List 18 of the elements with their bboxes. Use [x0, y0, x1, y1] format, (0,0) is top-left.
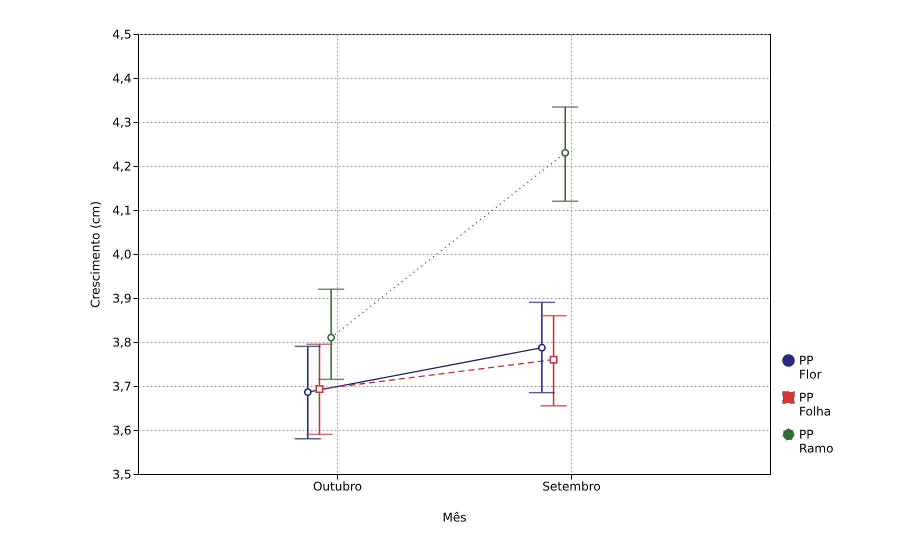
- y-tick-label: 4,2: [112, 160, 132, 174]
- y-tick-label: 4,0: [112, 248, 132, 262]
- y-tick-label: 4,1: [112, 204, 132, 218]
- y-tick-label: 4,5: [112, 28, 132, 42]
- legend-label: PP Flor: [799, 354, 822, 382]
- y-axis-title: Crescimento (cm): [88, 201, 102, 308]
- x-tick-label: Outubro: [312, 480, 362, 494]
- y-tick-label: 3,5: [112, 468, 132, 482]
- legend-label: PP Folha: [799, 390, 832, 418]
- y-tick-label: 3,6: [112, 424, 132, 438]
- y-tick-label: 3,9: [112, 292, 132, 306]
- y-tick-label: 3,7: [112, 380, 132, 394]
- legend-label: PP Ramo: [799, 428, 834, 456]
- y-tick-label: 4,4: [112, 72, 132, 86]
- y-tick-label: 3,8: [112, 336, 132, 350]
- x-axis-title: Mês: [442, 510, 466, 524]
- x-tick-label: Setembro: [542, 480, 601, 494]
- y-tick-label: 4,3: [112, 116, 132, 130]
